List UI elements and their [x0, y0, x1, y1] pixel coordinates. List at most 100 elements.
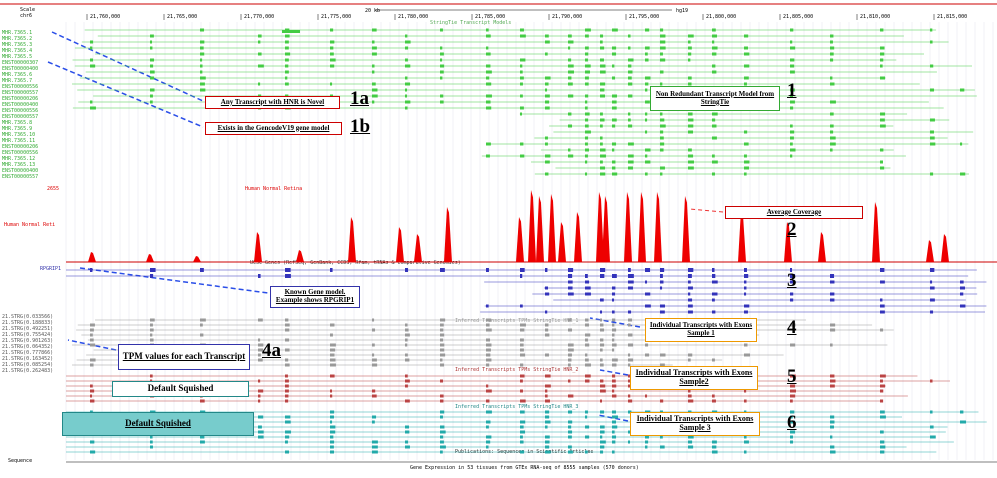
exon: [372, 358, 377, 362]
coverage-peak: [682, 196, 690, 262]
exon: [628, 280, 634, 284]
exon: [744, 399, 747, 403]
exon: [545, 384, 551, 388]
exon: [790, 374, 796, 378]
exon: [600, 425, 605, 429]
exon: [545, 310, 548, 314]
exon: [258, 34, 262, 38]
exon: [330, 348, 336, 352]
exon: [744, 292, 747, 296]
exon: [600, 445, 605, 449]
exon: [520, 58, 526, 62]
exon: [600, 268, 606, 272]
exon: [790, 389, 796, 393]
exon: [628, 82, 633, 86]
exon: [150, 46, 153, 50]
exon: [545, 323, 549, 327]
exon: [405, 34, 408, 38]
exon: [930, 136, 935, 140]
exon: [600, 58, 604, 62]
exon: [330, 46, 334, 50]
exon: [200, 52, 205, 56]
transcript-label: ENST00000556: [2, 84, 38, 90]
exon: [790, 292, 794, 296]
exon: [712, 124, 717, 128]
exon: [585, 450, 588, 454]
exon: [830, 450, 836, 454]
exon: [660, 82, 663, 86]
exon: [568, 124, 573, 128]
exon: [688, 310, 693, 314]
exon: [330, 445, 334, 449]
exon: [880, 166, 885, 170]
exon: [688, 440, 693, 444]
exon: [545, 394, 548, 398]
annotation: Individual Transcripts with Exons Sample…: [645, 318, 757, 342]
exon: [285, 82, 289, 86]
exon: [285, 70, 289, 74]
exon: [258, 435, 264, 439]
exon: [830, 292, 835, 296]
transcript-label: MHR.7365.2: [2, 36, 32, 42]
exon: [405, 425, 410, 429]
exon: [712, 112, 718, 116]
exon: [660, 52, 663, 56]
exon: [568, 280, 573, 284]
exon: [790, 70, 795, 74]
exon: [612, 389, 615, 393]
exon: [645, 52, 648, 56]
exon: [440, 268, 445, 272]
exon: [712, 28, 716, 32]
exon: [712, 70, 717, 74]
exon: [790, 106, 794, 110]
coverage-peak: [602, 196, 610, 262]
annotation: Exists in the GencodeV19 gene model: [205, 122, 342, 135]
exon: [600, 160, 603, 164]
exon: [150, 40, 153, 44]
exon: [200, 88, 206, 92]
exon: [612, 52, 617, 56]
exon: [660, 435, 663, 439]
exon: [712, 292, 718, 296]
exon: [612, 343, 617, 347]
exon: [612, 274, 617, 278]
exon: [372, 420, 375, 424]
exon: [688, 154, 694, 158]
exon: [712, 445, 717, 449]
exon: [90, 399, 95, 403]
exon: [628, 124, 633, 128]
transcript-label: MHR.7365.8: [2, 120, 32, 126]
ruler-label: 21,805,000: [783, 14, 813, 20]
exon: [545, 353, 549, 357]
coverage-peak: [146, 254, 154, 262]
exon: [880, 399, 884, 403]
exon: [960, 88, 965, 92]
exon: [660, 274, 663, 278]
exon: [520, 363, 524, 367]
exon: [612, 374, 616, 378]
exon: [600, 40, 603, 44]
exon: [545, 399, 550, 403]
exon: [830, 34, 834, 38]
exon: [600, 440, 606, 444]
exon: [568, 70, 574, 74]
tpm-label: 21.STRG(0.033566): [2, 314, 53, 320]
exon: [545, 268, 548, 272]
exon: [585, 292, 591, 296]
annotation: Average Coverage: [725, 206, 863, 219]
exon: [486, 410, 492, 414]
exon: [545, 292, 550, 296]
exon: [440, 100, 444, 104]
exon: [285, 34, 290, 38]
exon: [520, 389, 523, 393]
exon: [600, 70, 606, 74]
exon: [585, 333, 591, 337]
exon: [600, 34, 604, 38]
exon: [688, 286, 693, 290]
exon: [545, 425, 548, 429]
exon: [545, 333, 550, 337]
transcript-label: ENST00000206: [2, 144, 38, 150]
tpm-label: 21.STRG(0.188833): [2, 320, 53, 326]
exon: [660, 268, 665, 272]
exon: [712, 64, 716, 68]
